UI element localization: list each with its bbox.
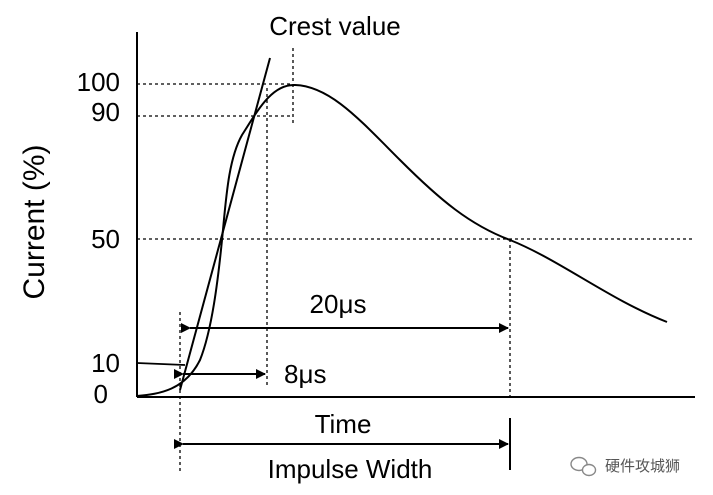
front-time-label: 8μs <box>284 359 326 389</box>
impulse-width-label: Impulse Width <box>268 454 433 484</box>
y-tick-0: 0 <box>94 379 108 409</box>
y-tick-50: 50 <box>91 224 120 254</box>
virtual-front-line <box>179 57 271 391</box>
watermark-text: 硬件攻城狮 <box>605 457 680 475</box>
time-label: Time <box>315 409 372 439</box>
wechat-watermark: 硬件攻城狮 <box>570 456 680 477</box>
crest-value-label: Crest value <box>269 11 401 41</box>
y-axis-label: Current (%) <box>18 144 51 299</box>
tail-time-label: 20μs <box>310 289 367 319</box>
ten-percent-line <box>136 362 186 366</box>
y-tick-90: 90 <box>91 97 120 127</box>
wechat-icon <box>570 456 597 477</box>
impulse-waveform <box>136 83 668 397</box>
y-tick-10: 10 <box>91 348 120 378</box>
y-tick-100: 100 <box>77 67 120 97</box>
